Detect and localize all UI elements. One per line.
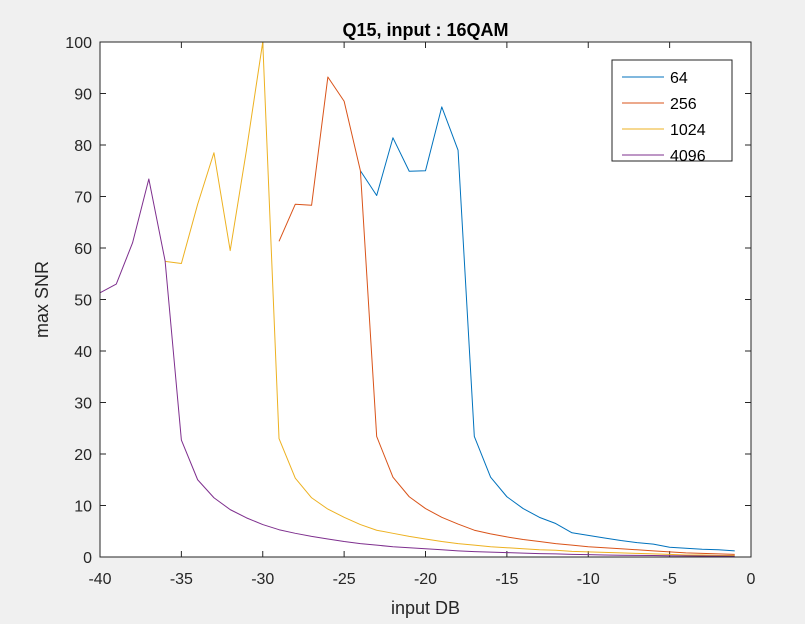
series-line-1024 xyxy=(165,41,735,556)
axes-box xyxy=(99,41,752,558)
x-tick-label: 0 xyxy=(747,571,756,588)
chart-title: Q15, input : 16QAM xyxy=(342,20,508,40)
y-tick-label: 0 xyxy=(83,550,92,567)
y-axis-label: max SNR xyxy=(32,261,52,338)
y-tick-label: 100 xyxy=(65,35,92,52)
legend-label: 64 xyxy=(670,70,688,87)
y-tick-label: 20 xyxy=(74,447,92,464)
y-tick-label: 10 xyxy=(74,499,92,516)
series-line-64 xyxy=(359,106,735,552)
series-line-256 xyxy=(278,76,735,555)
y-tick-label: 40 xyxy=(74,344,92,361)
y-tick-label: 60 xyxy=(74,241,92,258)
legend-label: 4096 xyxy=(670,148,706,165)
y-tick-label: 90 xyxy=(74,87,92,104)
legend: 64 256 1024 4096 xyxy=(611,59,733,165)
x-tick-label: -30 xyxy=(251,571,274,588)
x-axis-label: input DB xyxy=(391,598,460,618)
x-tick-label: -20 xyxy=(414,571,437,588)
legend-label: 256 xyxy=(670,96,697,113)
x-tick-label: -15 xyxy=(495,571,518,588)
y-tick-label: 70 xyxy=(74,190,92,207)
legend-label: 1024 xyxy=(670,122,706,139)
x-tick-label: -35 xyxy=(170,571,193,588)
series-line-4096 xyxy=(99,178,735,557)
y-tick-label: 80 xyxy=(74,138,92,155)
x-tick-label: -40 xyxy=(88,571,111,588)
x-tick-label: -5 xyxy=(663,571,677,588)
y-tick-label: 30 xyxy=(74,396,92,413)
y-tick-label: 50 xyxy=(74,293,92,310)
x-tick-label: -10 xyxy=(577,571,600,588)
x-tick-label: -25 xyxy=(333,571,356,588)
